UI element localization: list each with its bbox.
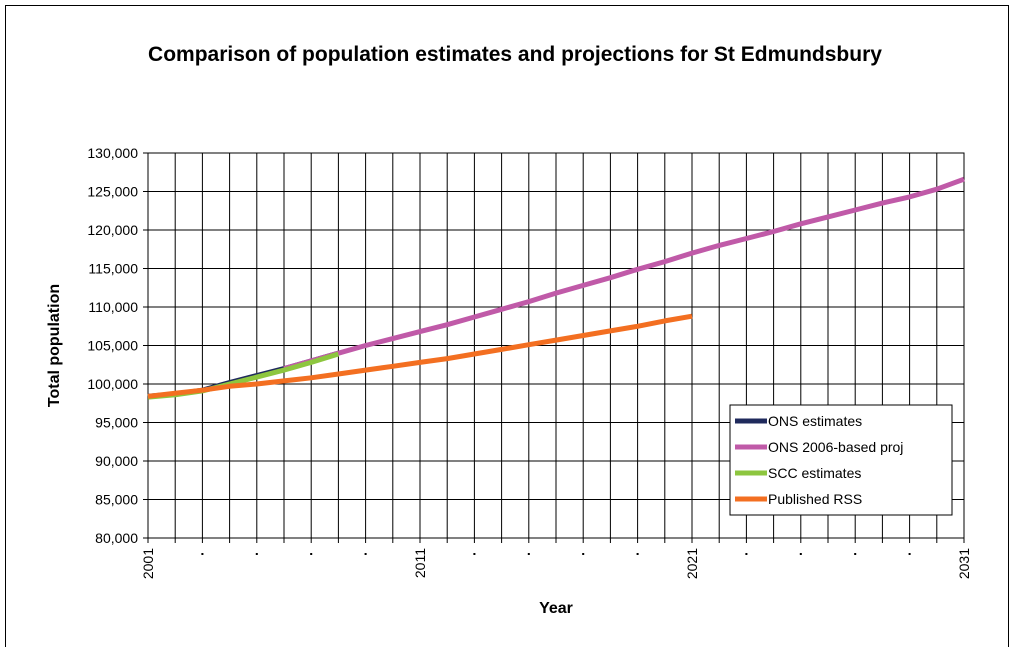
legend-label: SCC estimates	[768, 465, 861, 481]
y-tick-label: 120,000	[87, 222, 138, 238]
chart-frame	[5, 5, 1009, 647]
x-minor-tick-dot	[364, 553, 367, 555]
x-tick-label: 2031	[956, 548, 972, 579]
x-tick-label: 2021	[684, 548, 700, 579]
y-tick-label: 115,000	[88, 261, 138, 277]
x-minor-tick-dot	[799, 553, 802, 555]
x-minor-tick-dot	[255, 553, 258, 555]
y-tick-label: 90,000	[95, 453, 138, 469]
y-tick-label: 125,000	[87, 184, 138, 200]
x-tick-label: 2011	[412, 548, 428, 578]
x-minor-tick-dot	[201, 553, 204, 555]
x-axis-ticks: 2001 2011 2021 2031	[140, 538, 972, 579]
x-minor-tick-dot	[745, 553, 748, 555]
y-tick-label: 130,000	[87, 145, 138, 161]
series-lines	[147, 176, 965, 400]
series-line	[283, 176, 965, 372]
legend-label: ONS estimates	[768, 413, 862, 429]
x-minor-tick-dot	[854, 553, 857, 555]
legend: ONS estimates ONS 2006-based proj SCC esti…	[729, 404, 953, 516]
x-axis-label: Year	[539, 600, 573, 617]
x-tick-label: 2001	[140, 548, 156, 579]
x-minor-tick-dot	[527, 553, 530, 555]
series-line	[147, 313, 693, 399]
y-tick-label: 85,000	[95, 492, 138, 508]
y-axis-label: Total population	[46, 284, 63, 407]
y-tick-label: 110,000	[88, 299, 138, 315]
legend-label: ONS 2006-based proj	[768, 439, 903, 455]
y-tick-label: 100,000	[87, 376, 138, 392]
y-tick-label: 95,000	[95, 415, 138, 431]
x-minor-tick-dot	[636, 553, 639, 555]
x-minor-tick-dot	[310, 553, 313, 555]
y-tick-label: 105,000	[87, 338, 138, 354]
y-tick-label: 80,000	[95, 530, 138, 546]
chart-title: Comparison of population estimates and p…	[148, 43, 882, 66]
legend-label: Published RSS	[768, 491, 862, 507]
x-minor-tick-dot	[908, 553, 911, 555]
y-axis-ticks: 80,000 85,000 90,000 95,000 100,000 105,000 11…	[87, 145, 148, 546]
x-minor-tick-dot	[473, 553, 476, 555]
x-minor-tick-dot	[582, 553, 585, 555]
